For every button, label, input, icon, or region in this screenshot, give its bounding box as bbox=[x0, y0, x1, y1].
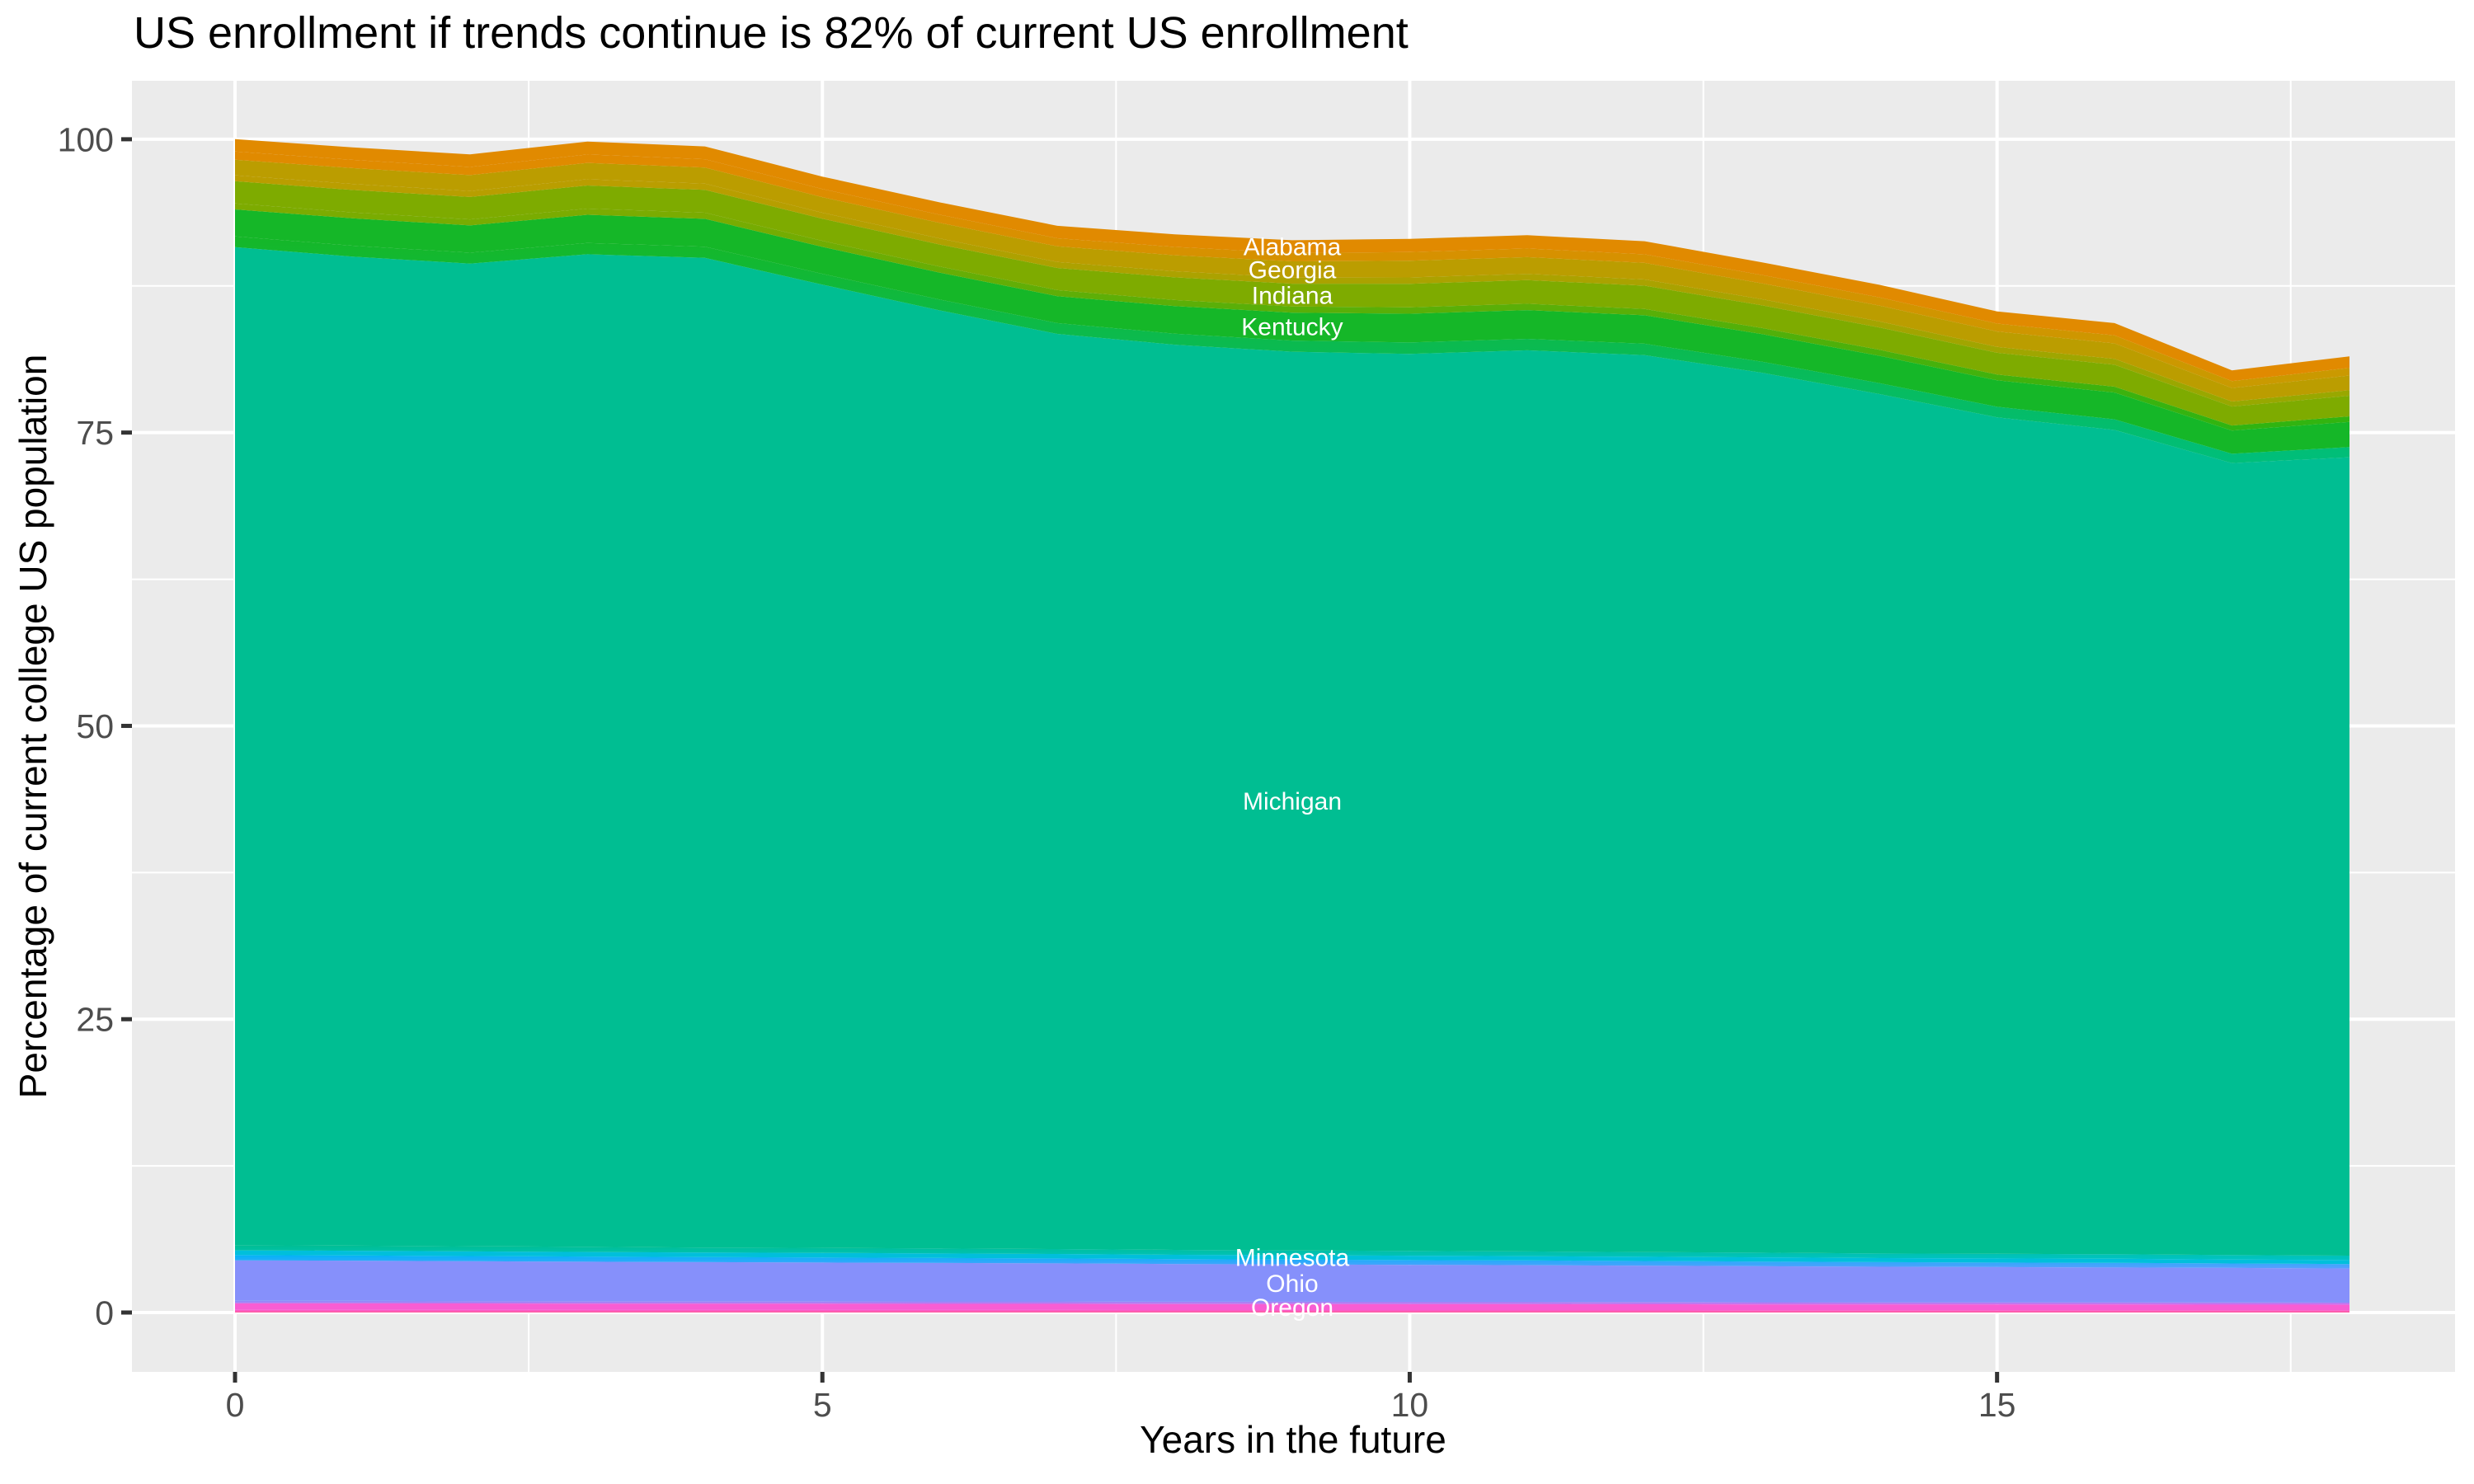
area-label-alabama: Alabama bbox=[1244, 234, 1342, 261]
area-band-minnesota bbox=[235, 1250, 2349, 1265]
area-label-oregon: Oregon bbox=[1251, 1294, 1333, 1322]
area-band-georgia bbox=[235, 159, 2349, 402]
area-band-other-states-michigan-minnesota bbox=[235, 1245, 2349, 1261]
area-band-ohio bbox=[235, 1260, 2349, 1303]
area-label-michigan: Michigan bbox=[1243, 788, 1342, 815]
stacked-area-series bbox=[235, 139, 2349, 1313]
y-tick-label: 75 bbox=[76, 414, 114, 452]
area-band-indiana bbox=[235, 181, 2349, 426]
area-label-indiana: Indiana bbox=[1252, 282, 1333, 309]
x-tick-label: 0 bbox=[226, 1386, 245, 1424]
area-label-georgia: Georgia bbox=[1249, 256, 1337, 284]
area-band-other-states-minnesota-ohio bbox=[235, 1255, 2349, 1269]
area-label-kentucky: Kentucky bbox=[1241, 314, 1343, 341]
x-tick-label: 10 bbox=[1391, 1386, 1429, 1424]
chart-title: US enrollment if trends continue is 82% … bbox=[134, 8, 1409, 58]
area-band-oregon bbox=[235, 1303, 2349, 1311]
y-axis-title: Percentage of current college US populat… bbox=[12, 355, 54, 1099]
area-band-other-states-below-oregon bbox=[235, 1309, 2349, 1313]
axis-tick-marks bbox=[121, 137, 2000, 1383]
x-tick-label: 15 bbox=[1978, 1386, 2016, 1424]
area-label-minnesota: Minnesota bbox=[1235, 1245, 1350, 1272]
area-band-other-states-kentucky-michigan bbox=[235, 236, 2349, 463]
area-band-kentucky bbox=[235, 209, 2349, 454]
y-tick-label: 25 bbox=[76, 1001, 114, 1039]
area-label-ohio: Ohio bbox=[1266, 1270, 1318, 1298]
x-axis-title: Years in the future bbox=[1140, 1418, 1446, 1461]
x-tick-label: 5 bbox=[813, 1386, 832, 1424]
area-band-other-states-ohio-oregon bbox=[235, 1300, 2349, 1305]
y-tick-label: 50 bbox=[76, 707, 114, 745]
area-band-alabama bbox=[235, 139, 2349, 382]
axis-tick-labels: 0 5 10 15 0 25 50 75 100 bbox=[58, 120, 2016, 1424]
area-band-michigan bbox=[235, 247, 2349, 1256]
y-tick-label: 0 bbox=[95, 1294, 114, 1331]
y-tick-label: 100 bbox=[58, 120, 114, 158]
